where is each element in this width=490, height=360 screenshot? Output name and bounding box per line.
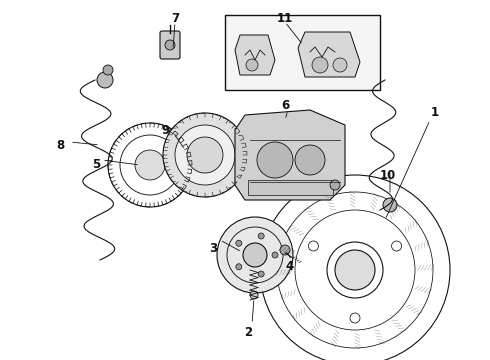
Text: 2: 2 bbox=[244, 325, 252, 338]
Circle shape bbox=[163, 113, 247, 197]
Circle shape bbox=[236, 264, 242, 270]
Circle shape bbox=[165, 40, 175, 50]
Text: 4: 4 bbox=[286, 261, 294, 274]
Bar bbox=[225, 15, 380, 90]
FancyBboxPatch shape bbox=[160, 31, 180, 59]
Bar bbox=[248, 180, 333, 195]
Text: 3: 3 bbox=[209, 242, 217, 255]
Circle shape bbox=[312, 57, 328, 73]
Circle shape bbox=[97, 72, 113, 88]
Circle shape bbox=[187, 137, 223, 173]
Circle shape bbox=[103, 65, 113, 75]
Circle shape bbox=[135, 150, 165, 180]
Text: 6: 6 bbox=[281, 99, 289, 112]
Circle shape bbox=[272, 252, 278, 258]
Text: 10: 10 bbox=[380, 168, 396, 181]
Circle shape bbox=[250, 291, 258, 299]
Circle shape bbox=[175, 125, 235, 185]
Circle shape bbox=[258, 233, 264, 239]
Text: 11: 11 bbox=[277, 12, 293, 24]
Text: 7: 7 bbox=[171, 12, 179, 24]
Circle shape bbox=[246, 59, 258, 71]
Circle shape bbox=[280, 245, 290, 255]
Circle shape bbox=[217, 217, 293, 293]
Text: 8: 8 bbox=[56, 139, 64, 152]
Polygon shape bbox=[298, 32, 360, 77]
Text: 1: 1 bbox=[431, 105, 439, 118]
Circle shape bbox=[257, 142, 293, 178]
Circle shape bbox=[333, 58, 347, 72]
Text: 5: 5 bbox=[92, 158, 100, 171]
Circle shape bbox=[295, 145, 325, 175]
Circle shape bbox=[258, 271, 264, 277]
Circle shape bbox=[383, 198, 397, 212]
Circle shape bbox=[236, 240, 242, 246]
Circle shape bbox=[243, 243, 267, 267]
Circle shape bbox=[335, 250, 375, 290]
Text: 9: 9 bbox=[161, 123, 169, 136]
Polygon shape bbox=[235, 35, 275, 75]
Circle shape bbox=[330, 180, 340, 190]
Polygon shape bbox=[235, 110, 345, 200]
